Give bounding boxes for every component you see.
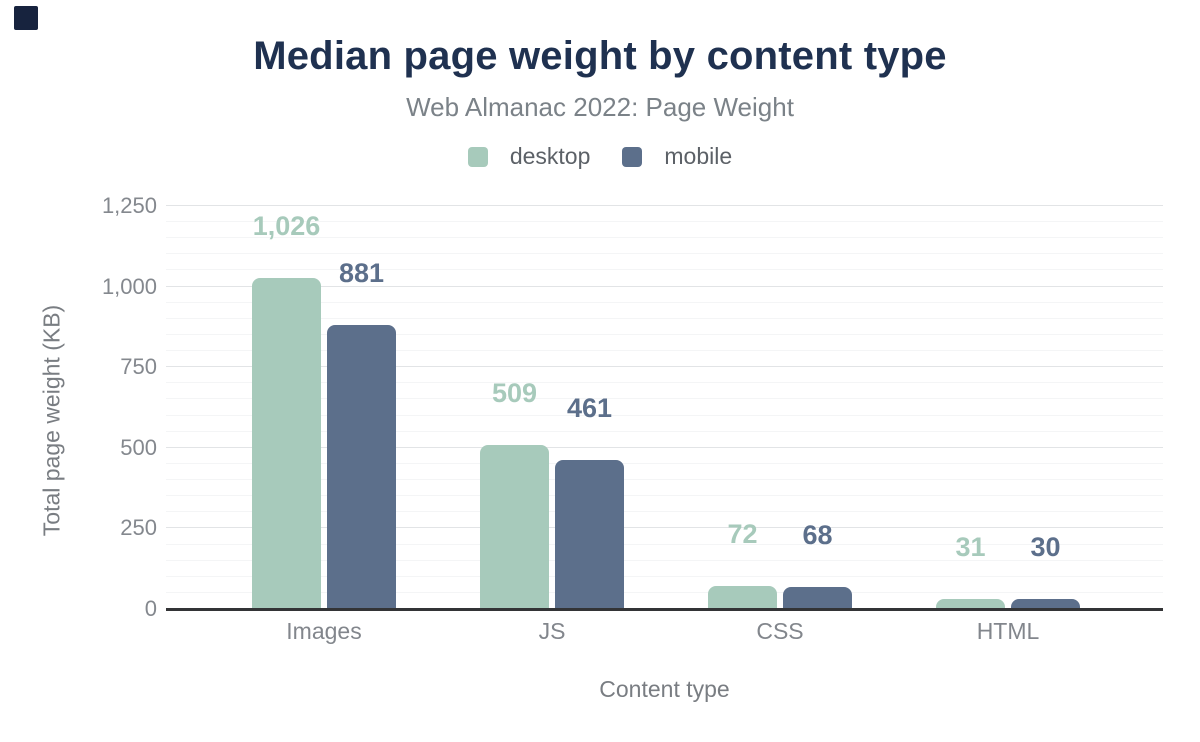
x-category-label-html: HTML — [976, 618, 1040, 644]
bar-value-label-desktop-css: 72 — [727, 518, 758, 549]
bar-value-label-desktop-images: 1,026 — [252, 211, 321, 242]
bar-desktop-js — [480, 444, 549, 609]
major-gridline — [166, 285, 1163, 287]
major-gridline — [166, 446, 1163, 448]
bar-value-label-desktop-html: 31 — [955, 532, 986, 563]
minor-gridline — [166, 495, 1163, 497]
bar-value-label-mobile-css: 68 — [802, 520, 833, 551]
minor-gridline — [166, 317, 1163, 319]
bar-value-label-desktop-js: 509 — [491, 377, 538, 408]
chart-title: Median page weight by content type — [253, 34, 947, 78]
y-tick-label: 1,250 — [101, 193, 157, 218]
minor-gridline — [166, 559, 1163, 561]
minor-gridline — [166, 382, 1163, 384]
legend-swatch-mobile — [622, 146, 643, 167]
minor-gridline — [166, 575, 1163, 577]
bar-mobile-images — [327, 324, 396, 609]
minor-gridline — [166, 479, 1163, 481]
minor-gridline — [166, 414, 1163, 416]
y-tick-label: 1,000 — [101, 273, 157, 299]
legend-item-desktop: desktop — [467, 143, 591, 170]
major-gridline — [166, 527, 1163, 529]
bar-desktop-css — [708, 585, 777, 609]
logo-mark — [14, 6, 38, 30]
legend-label: desktop — [509, 143, 591, 169]
y-tick-label: 750 — [120, 354, 157, 380]
legend: desktop mobile — [0, 143, 1200, 170]
major-gridline — [166, 205, 1163, 206]
bar-value-label-mobile-js: 461 — [566, 393, 613, 424]
minor-gridline — [166, 511, 1163, 513]
minor-gridline — [166, 462, 1163, 464]
bar-value-label-mobile-images: 881 — [338, 257, 385, 288]
x-category-label-css: CSS — [756, 618, 804, 644]
minor-gridline — [166, 543, 1163, 545]
minor-gridline — [166, 269, 1163, 271]
bar-mobile-css — [783, 587, 852, 609]
x-axis-line — [166, 608, 1163, 611]
minor-gridline — [166, 591, 1163, 593]
major-gridline — [166, 366, 1163, 368]
minor-gridline — [166, 333, 1163, 335]
bar-mobile-html — [1011, 599, 1080, 609]
bar-desktop-html — [936, 599, 1005, 609]
minor-gridline — [166, 253, 1163, 255]
plot-area: 1,026 881 509 461 72 68 31 30 — [166, 205, 1163, 609]
minor-gridline — [166, 237, 1163, 239]
bar-value-label-mobile-html: 30 — [1030, 532, 1061, 563]
legend-label: mobile — [664, 143, 733, 169]
x-category-label-images: Images — [286, 618, 362, 644]
y-tick-label: 0 — [144, 596, 157, 621]
minor-gridline — [166, 350, 1163, 352]
minor-gridline — [166, 430, 1163, 432]
chart-subtitle: Web Almanac 2022: Page Weight — [406, 92, 794, 122]
y-tick-label: 500 — [120, 434, 157, 460]
bar-mobile-js — [555, 460, 624, 609]
x-category-label-js: JS — [538, 618, 566, 644]
minor-gridline — [166, 221, 1163, 223]
bar-desktop-images — [252, 278, 321, 609]
x-axis-title: Content type — [599, 676, 730, 702]
y-tick-label: 250 — [120, 515, 157, 541]
minor-gridline — [166, 301, 1163, 303]
minor-gridline — [166, 398, 1163, 400]
legend-swatch-desktop — [467, 146, 488, 167]
legend-item-mobile: mobile — [622, 143, 732, 170]
